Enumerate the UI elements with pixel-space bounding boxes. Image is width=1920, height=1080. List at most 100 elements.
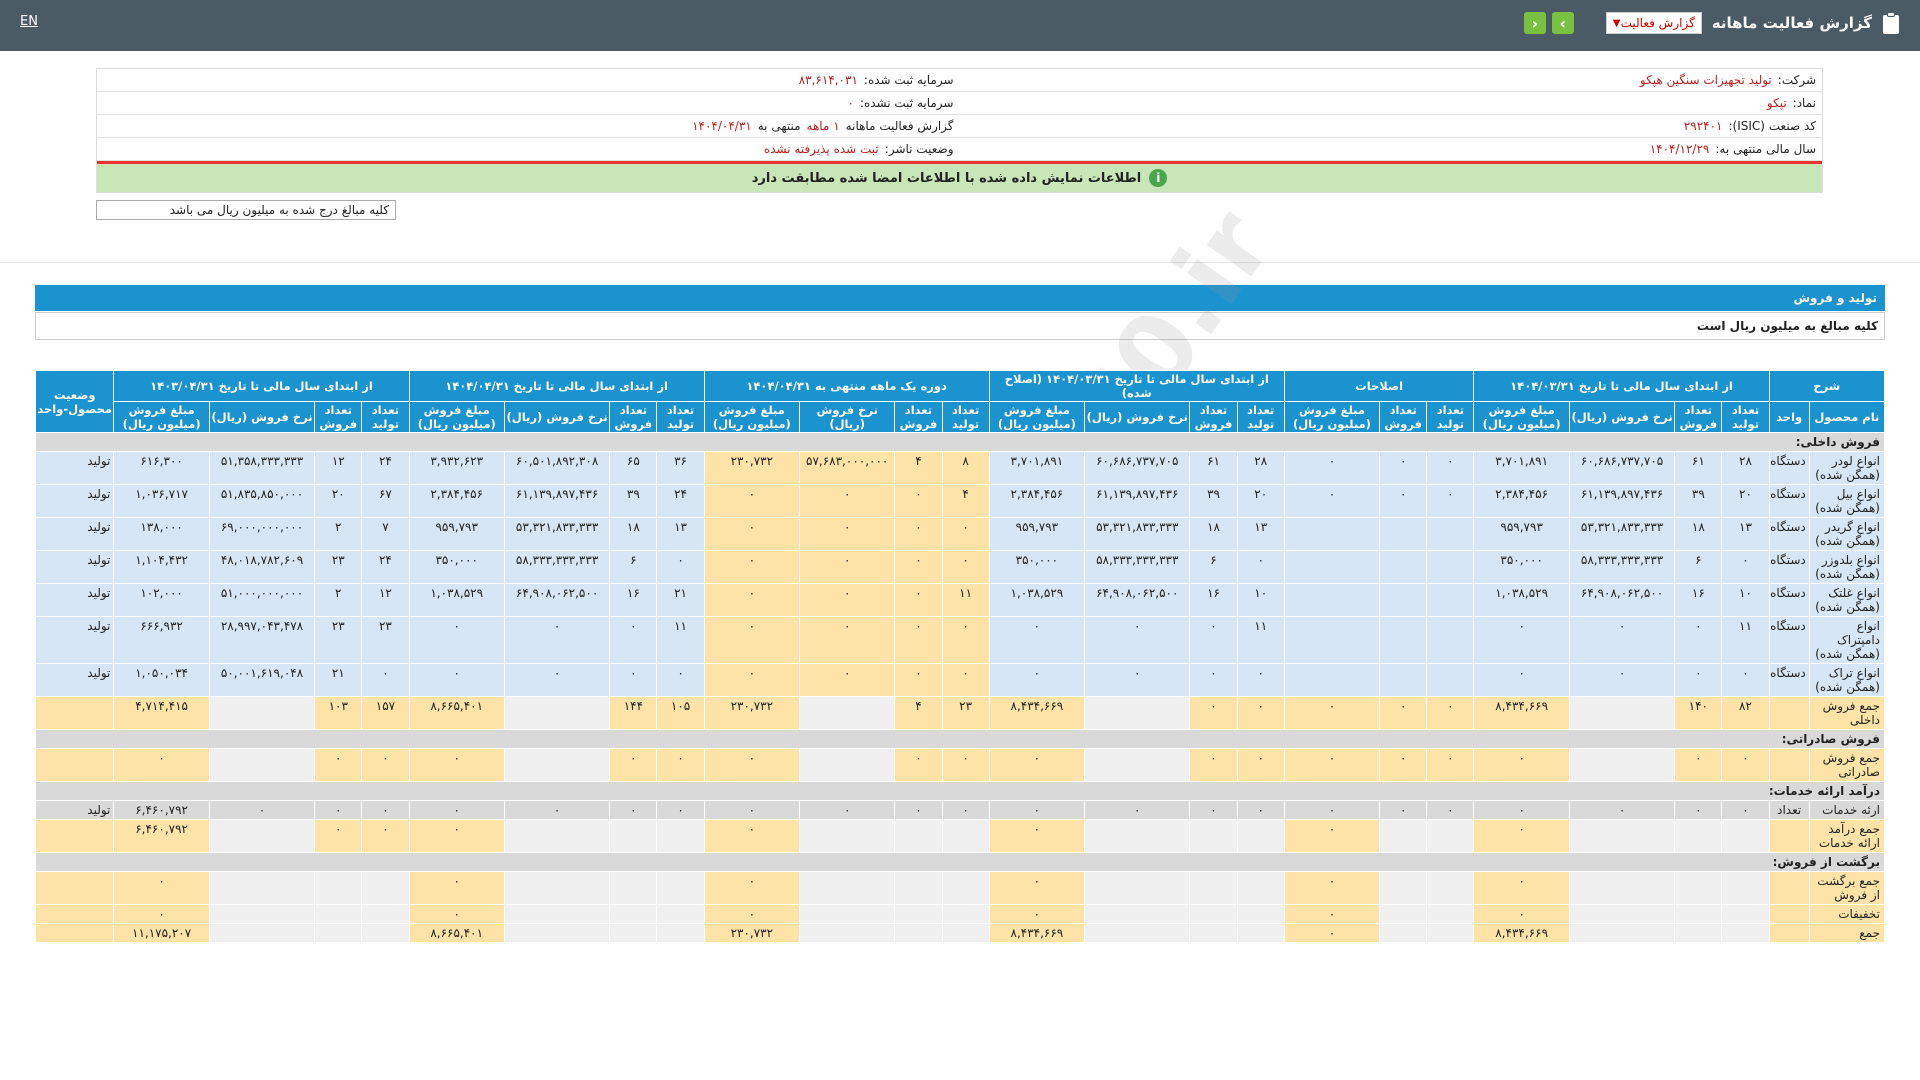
table-cell: ۸,۴۳۴,۶۶۹ [988,923,1086,943]
category-label: فروش صادراتی: [35,729,1885,749]
report-period-cell: گزارش فعالیت ماهانه ۱ ماهه منتهی به ۱۴۰۴/۰۴… [97,119,960,133]
group-header: از ابتدای سال مالی تا تاریخ ۱۴۰۴/۰۳/۳۱ (… [988,370,1285,402]
table-cell: ۰ [703,583,801,617]
unit-note: کلیه مبالغ درج شده به میلیون ریال می باش… [96,200,396,220]
table-cell: ۶,۴۶۰,۷۹۲ [113,819,210,853]
table-cell: ۰ [503,663,611,697]
table-cell [1084,923,1191,943]
table-cell: ۶۰,۶۸۶,۷۳۷,۷۰۵ [1084,451,1191,485]
next-report-button[interactable]: › [1523,12,1546,34]
table-cell: ۰ [1473,871,1570,905]
table-cell: ۰ [894,800,943,820]
group-header: از ابتدای سال مالی تا تاریخ ۱۴۰۴/۰۴/۳۱ [408,370,705,402]
table-cell: ۶۱,۱۳۹,۸۹۷,۴۳۶ [1084,484,1191,518]
table-cell: ۰ [1189,748,1238,782]
table-cell: ۲۳ [314,550,363,584]
table-cell: ۰ [113,904,210,924]
table-cell: ۰ [1426,800,1475,820]
table-cell: ۶۱ [1189,451,1238,485]
table-cell: ۰ [1236,748,1285,782]
table-cell [1283,663,1381,697]
table-cell: ۰ [503,800,611,820]
unregistered-capital-value: ۰ [847,96,854,110]
table-row: انواع گریدر (همگن شده) دستگاه ۱۳ ۱۸ ۵۳,۳۲۱,۸… [34,517,1886,551]
table-cell [1189,923,1238,943]
table-cell: ۰ [1283,923,1381,943]
table-cell [314,923,363,943]
group-header: از ابتدای سال مالی تا تاریخ ۱۴۰۳/۰۴/۳۱ [113,370,410,402]
column-header-prod: تعداد تولید [656,401,705,433]
table-cell [1379,871,1428,905]
table-cell: ۰ [1236,550,1285,584]
unit-cell: تعداد [1768,800,1810,820]
table-cell [799,696,896,730]
table-cell [208,696,316,730]
table-cell: ۰ [113,871,210,905]
fiscal-label: سال مالی منتهی به: [1715,142,1816,156]
table-cell: ۳,۷۰۱,۸۹۱ [1473,451,1570,485]
table-cell [1426,517,1475,551]
table-cell [1236,904,1285,924]
table-cell [1674,819,1723,853]
table-cell [1674,904,1723,924]
table-cell: ۰ [1379,800,1428,820]
report-type-select[interactable]: گزارش فعالیت ▼ [1605,12,1702,34]
table-cell: ۰ [1473,904,1570,924]
unregistered-capital-cell: سرمایه ثبت نشده: ۰ [97,96,960,110]
column-header-amount: مبلغ فروش (میلیون ریال) [703,401,801,433]
status-cell: تولید [34,451,115,485]
table-cell: ۰ [894,663,943,697]
table-cell: ۰ [799,616,896,664]
table-cell [1568,904,1676,924]
table-cell: ۲۳ [314,616,363,664]
table-cell: ۰ [1283,451,1381,485]
table-cell: ۲۰ [1721,484,1770,518]
table-cell [1674,923,1723,943]
table-row: انواع دامپتراک (همگن شده) دستگاه ۱۱ ۰ ۰ ۰ ۱۱ ۰ ۰… [34,616,1886,664]
status-cell [34,904,115,924]
table-cell: ۰ [208,800,316,820]
status-cell: تولید [34,550,115,584]
language-toggle[interactable]: EN [20,14,38,29]
table-cell: ۰ [894,583,943,617]
symbol-cell: نماد: تپکو [960,96,1823,110]
product-name: جمع فروش داخلی [1808,696,1886,730]
table-cell: ۶۰,۵۰۱,۸۹۲,۳۰۸ [503,451,611,485]
table-cell: ۰ [1236,663,1285,697]
table-cell [1721,871,1770,905]
table-cell [1568,923,1676,943]
table-cell: ۲۳۰,۷۳۲ [703,451,801,485]
table-cell: ۰ [361,748,410,782]
table-cell: ۰ [703,484,801,518]
table-cell [1379,923,1428,943]
table-cell: ۲۴ [656,484,705,518]
column-header-amount: مبلغ فروش (میلیون ریال) [988,401,1086,433]
fiscal-value: ۱۴۰۴/۱۲/۲۹ [1649,142,1710,156]
registered-capital-cell: سرمایه ثبت شده: ۸۳,۶۱۴,۰۳۱ [97,73,960,87]
table-row: جمع فروش صادراتی ۰ ۰ ۰ ۰ ۰ ۰ ۰ ۰ ۰ ۰ ۰ ۰ ۰ ۰ ۰ ۰ ۰ ۰ [34,748,1886,782]
status-cell: تولید [34,484,115,518]
table-cell: ۶۱ [1674,451,1723,485]
symbol-label: نماد: [1792,96,1816,110]
table-cell: ۰ [988,748,1086,782]
table-cell: ۰ [1473,616,1570,664]
product-name: انواع غلتک (همگن شده) [1808,583,1886,617]
group-header: از ابتدای سال مالی تا تاریخ ۱۴۰۴/۰۳/۳۱ [1473,370,1770,402]
category-label: برگشت از فروش: [35,852,1885,872]
table-cell [1379,550,1428,584]
table-cell: ۱۶ [1674,583,1723,617]
table-cell: ۰ [1283,748,1381,782]
table-cell: ۶۶۶,۹۳۲ [113,616,210,664]
previous-report-button[interactable]: ‹ [1551,12,1574,34]
top-bar: EN گزارش فعالیت ماهانه گزارش فعالیت ▼ › … [0,0,1920,51]
table-cell: ۰ [941,517,990,551]
table-cell: ۰ [503,616,611,664]
table-cell: ۰ [408,748,505,782]
table-cell: ۰ [894,517,943,551]
table-cell: ۶۱,۱۳۹,۸۹۷,۴۳۶ [1568,484,1676,518]
table-row: جمع درآمد ارائه خدمات ۰ ۰ ۰ ۰ ۰ ۰ ۰ ۶,۴۶۰,۷۹۲ [34,819,1886,853]
table-cell: ۰ [1283,800,1381,820]
table-cell: ۳,۹۳۲,۶۲۳ [408,451,505,485]
table-cell: ۰ [361,819,410,853]
table-cell: ۱۳ [1721,517,1770,551]
